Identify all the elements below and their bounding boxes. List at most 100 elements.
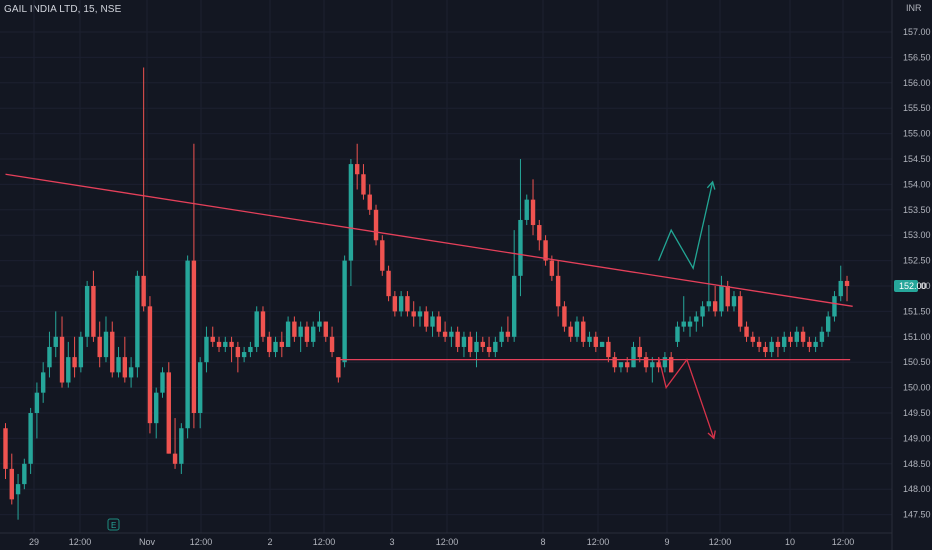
candle [775, 336, 781, 358]
price-tick-label: 156.50 [903, 52, 931, 62]
candle [15, 473, 21, 520]
candle [311, 321, 316, 347]
trend-drawings[interactable] [5, 173, 853, 440]
breakdown-down-arrowhead [707, 430, 716, 440]
candle [78, 331, 84, 373]
candle-body [348, 164, 354, 261]
candle [135, 270, 140, 378]
candle [298, 321, 303, 353]
candle-body [763, 346, 768, 353]
candle [116, 346, 121, 378]
candle-body [147, 306, 153, 424]
candle-body [555, 275, 561, 307]
candle [361, 164, 366, 200]
candle [103, 316, 109, 363]
candle [417, 306, 423, 327]
candle [694, 311, 699, 332]
candle-body [562, 306, 567, 327]
candle-body [668, 357, 674, 373]
candle-body [279, 341, 285, 347]
candle [279, 331, 285, 358]
time-axis[interactable]: 29 12:00 Nov 12:00 2 12:00 3 12:00 8 12:00 9 12:00 1… [0, 532, 892, 547]
candle-body [518, 219, 523, 276]
candle-body [273, 341, 278, 353]
candle [587, 331, 592, 347]
candle [574, 316, 580, 342]
candle [725, 280, 730, 312]
candle-body [304, 326, 310, 342]
candle-body [750, 336, 756, 342]
candle [436, 311, 442, 337]
candle-body [91, 286, 96, 337]
price-tick-label: 154.00 [903, 179, 931, 189]
time-tick-label: 3 [389, 537, 394, 547]
candle-body [3, 428, 8, 469]
candle [430, 311, 435, 337]
candle-body [731, 296, 737, 307]
candle [675, 321, 680, 347]
candle [392, 291, 398, 317]
candle-body [756, 341, 762, 347]
price-tick-label: 150.00 [903, 383, 931, 393]
candle-body [154, 392, 159, 424]
candle-body [625, 362, 630, 368]
candle-body [599, 341, 605, 347]
candle-body [267, 336, 272, 353]
candle-body [135, 275, 140, 368]
candle-body [72, 357, 77, 368]
time-tick-label: 10 [785, 537, 795, 547]
candle [643, 352, 649, 373]
candle-body [656, 362, 661, 368]
candle [562, 301, 567, 332]
breakdown-down-projection[interactable] [657, 356, 715, 439]
candle-body [285, 321, 291, 347]
candle [160, 367, 165, 398]
candle [606, 336, 611, 363]
candle [373, 204, 379, 246]
candle [599, 341, 605, 347]
price-tick-label: 157.00 [903, 27, 931, 37]
candle-body [675, 326, 680, 342]
candle-body [505, 331, 511, 337]
candle [687, 316, 693, 337]
candle [461, 331, 467, 358]
candle-body [342, 260, 347, 363]
candle-body [844, 280, 850, 286]
candle [185, 255, 190, 439]
candle [712, 286, 718, 317]
candle-body [738, 296, 743, 327]
price-tick-label: 152.50 [903, 256, 931, 266]
candle [706, 225, 712, 312]
candle [97, 321, 102, 368]
candle [832, 291, 837, 322]
candle [411, 301, 416, 327]
candle-body [197, 362, 203, 413]
candle-body [84, 286, 90, 337]
candle-body [191, 260, 197, 413]
earnings-e-icon[interactable]: E [107, 518, 120, 531]
candle [631, 341, 636, 368]
candle-body [543, 240, 548, 261]
candle-body [537, 225, 542, 241]
candle-body [424, 311, 429, 327]
candle-body [606, 341, 611, 358]
candle-body [373, 209, 379, 241]
candle-body [298, 326, 303, 337]
breakout-up-projection[interactable] [658, 181, 714, 270]
candle-body [235, 346, 241, 358]
price-tick-label: 149.00 [903, 433, 931, 443]
candle [84, 280, 90, 347]
candle [493, 336, 498, 358]
descending-resistance-line[interactable] [5, 173, 853, 307]
candle [555, 260, 561, 317]
candle [668, 352, 674, 373]
candle-body [825, 316, 831, 332]
price-axis[interactable]: INR 147.50 148.00 148.50 149.00 149.50 150.00… [891, 0, 931, 550]
candle-body [794, 331, 799, 342]
candle [756, 336, 762, 353]
time-tick-label: 12:00 [709, 537, 732, 547]
candle-body [499, 331, 504, 342]
candle [147, 296, 153, 434]
price-tick-label: 148.00 [903, 484, 931, 494]
